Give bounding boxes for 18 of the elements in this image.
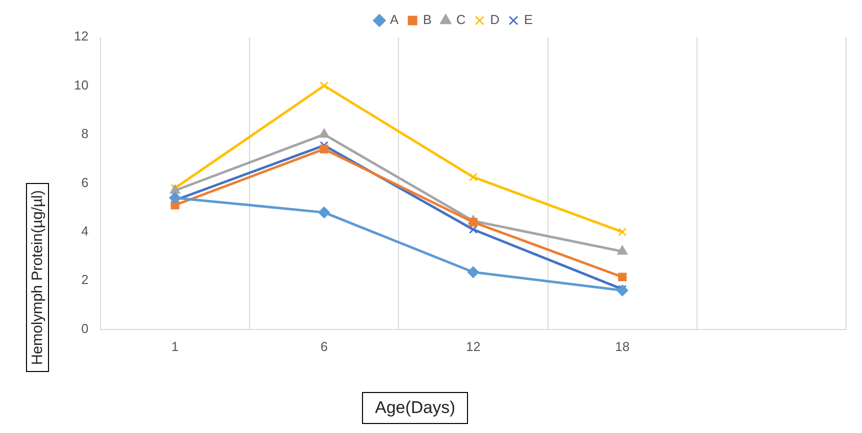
x-tick-label: 6: [320, 338, 328, 354]
y-tick-label: 2: [81, 272, 88, 288]
legend-label: C: [456, 12, 466, 28]
legend-label: B: [423, 12, 432, 28]
legend-label: E: [524, 12, 533, 28]
y-tick-label: 12: [74, 28, 88, 44]
y-tick-label: 0: [81, 320, 88, 336]
legend-label: A: [390, 12, 399, 28]
y-tick-label: 4: [81, 224, 88, 239]
y-tick-label: 10: [74, 77, 88, 92]
y-tick-label: 8: [81, 126, 88, 142]
x-tick-label: 12: [466, 338, 480, 354]
y-tick-label: 6: [81, 174, 88, 190]
legend-label: D: [490, 12, 500, 28]
y-axis-title: Hemolymph Protein(µg/µl): [26, 183, 49, 372]
x-axis-title: Age(Days): [362, 392, 468, 424]
x-tick-label: 18: [615, 338, 630, 354]
x-tick-label: 1: [171, 338, 179, 354]
